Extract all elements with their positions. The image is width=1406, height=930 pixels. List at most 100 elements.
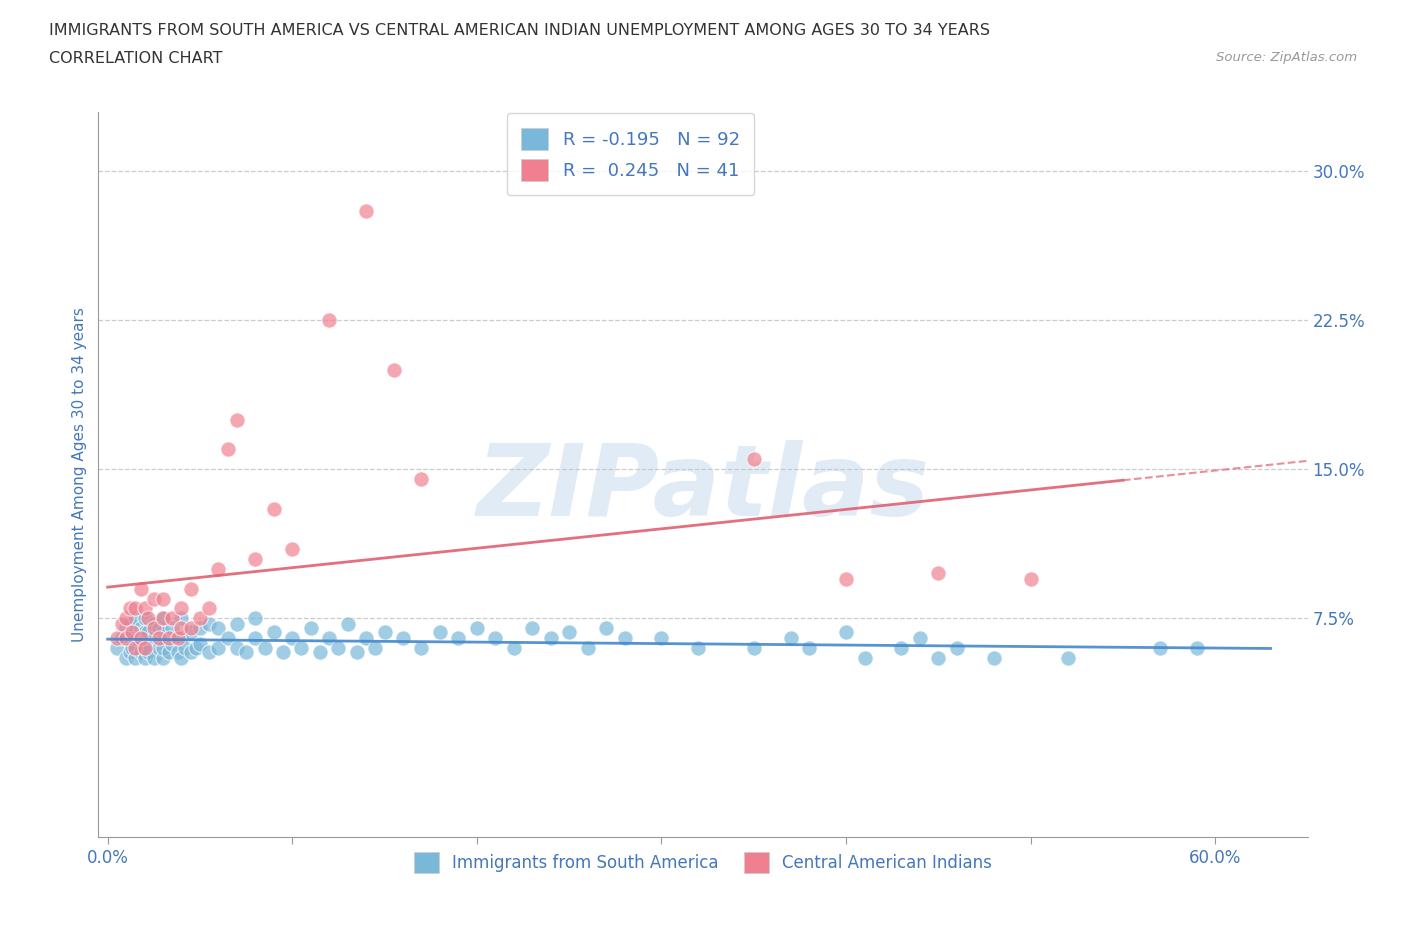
- Point: [180, 644, 202, 659]
- Point: [281, 541, 304, 556]
- Point: [157, 644, 180, 659]
- Point: [121, 625, 143, 640]
- Point: [188, 611, 211, 626]
- Point: [152, 611, 174, 626]
- Point: [129, 621, 152, 636]
- Point: [170, 631, 193, 645]
- Point: [318, 312, 340, 327]
- Point: [180, 621, 202, 636]
- Point: [170, 611, 193, 626]
- Point: [271, 644, 294, 659]
- Point: [207, 562, 229, 577]
- Point: [134, 651, 156, 666]
- Point: [124, 601, 146, 616]
- Point: [207, 621, 229, 636]
- Point: [115, 611, 138, 626]
- Point: [1056, 651, 1078, 666]
- Point: [835, 625, 858, 640]
- Point: [170, 601, 193, 616]
- Point: [148, 621, 170, 636]
- Point: [142, 631, 165, 645]
- Point: [927, 651, 949, 666]
- Point: [1185, 641, 1208, 656]
- Point: [142, 621, 165, 636]
- Point: [170, 651, 193, 666]
- Point: [118, 617, 141, 631]
- Point: [595, 621, 617, 636]
- Point: [136, 625, 159, 640]
- Point: [124, 641, 146, 656]
- Point: [392, 631, 415, 645]
- Point: [225, 617, 247, 631]
- Point: [136, 611, 159, 626]
- Point: [105, 641, 128, 656]
- Point: [382, 363, 405, 378]
- Point: [354, 204, 377, 219]
- Point: [263, 501, 285, 516]
- Point: [124, 631, 146, 645]
- Point: [162, 611, 184, 626]
- Legend: Immigrants from South America, Central American Indians: Immigrants from South America, Central A…: [408, 845, 998, 880]
- Point: [318, 631, 340, 645]
- Point: [180, 625, 202, 640]
- Point: [166, 644, 188, 659]
- Point: [118, 644, 141, 659]
- Point: [558, 625, 581, 640]
- Point: [797, 641, 820, 656]
- Point: [198, 601, 221, 616]
- Point: [111, 617, 134, 631]
- Point: [124, 651, 146, 666]
- Point: [853, 651, 876, 666]
- Point: [134, 625, 156, 640]
- Point: [121, 641, 143, 656]
- Point: [152, 625, 174, 640]
- Point: [281, 631, 304, 645]
- Text: Source: ZipAtlas.com: Source: ZipAtlas.com: [1216, 51, 1357, 64]
- Point: [484, 631, 506, 645]
- Point: [354, 631, 377, 645]
- Point: [134, 611, 156, 626]
- Point: [908, 631, 931, 645]
- Point: [245, 611, 267, 626]
- Point: [299, 621, 322, 636]
- Point: [188, 637, 211, 652]
- Point: [263, 625, 285, 640]
- Point: [983, 651, 1005, 666]
- Point: [129, 644, 152, 659]
- Point: [134, 641, 156, 656]
- Point: [198, 644, 221, 659]
- Point: [170, 621, 193, 636]
- Point: [217, 631, 239, 645]
- Point: [290, 641, 312, 656]
- Point: [411, 641, 433, 656]
- Point: [186, 641, 208, 656]
- Point: [650, 631, 672, 645]
- Point: [152, 591, 174, 606]
- Point: [374, 625, 396, 640]
- Point: [688, 641, 710, 656]
- Point: [124, 611, 146, 626]
- Point: [613, 631, 636, 645]
- Point: [162, 621, 184, 636]
- Point: [115, 621, 138, 636]
- Point: [129, 581, 152, 596]
- Point: [779, 631, 801, 645]
- Point: [465, 621, 488, 636]
- Point: [946, 641, 969, 656]
- Point: [309, 644, 332, 659]
- Point: [217, 442, 239, 457]
- Point: [540, 631, 562, 645]
- Point: [225, 641, 247, 656]
- Point: [148, 631, 170, 645]
- Point: [742, 641, 765, 656]
- Point: [346, 644, 368, 659]
- Point: [198, 617, 221, 631]
- Point: [188, 621, 211, 636]
- Point: [129, 631, 152, 645]
- Point: [253, 641, 276, 656]
- Point: [890, 641, 912, 656]
- Point: [115, 631, 138, 645]
- Text: CORRELATION CHART: CORRELATION CHART: [49, 51, 222, 66]
- Point: [134, 601, 156, 616]
- Point: [152, 641, 174, 656]
